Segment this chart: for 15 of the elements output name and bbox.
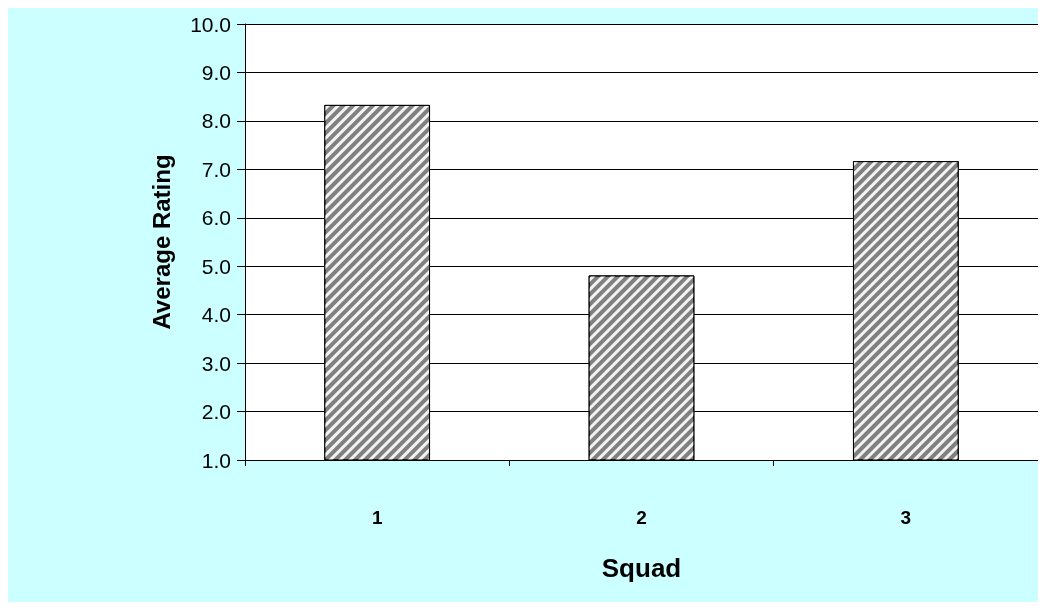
y-tick-label: 4.0 — [201, 303, 231, 327]
x-tick-label: 3 — [900, 507, 912, 528]
y-tick-label: 1.0 — [201, 448, 231, 472]
y-tick-label: 2.0 — [201, 400, 231, 424]
x-tick-label: 2 — [636, 507, 647, 528]
y-tick-label: 8.0 — [201, 109, 231, 133]
y-tick-label: 7.0 — [201, 157, 231, 181]
x-axis-title: Squad — [601, 553, 682, 583]
y-axis-title: Average Rating — [147, 154, 175, 330]
y-tick-label: 3.0 — [201, 351, 231, 375]
y-tick-label: 6.0 — [201, 206, 231, 230]
y-tick-label: 10.0 — [190, 12, 231, 36]
y-tick-label: 5.0 — [201, 254, 231, 278]
y-tick-label: 9.0 — [201, 60, 231, 84]
x-tick-label: 1 — [371, 507, 383, 528]
